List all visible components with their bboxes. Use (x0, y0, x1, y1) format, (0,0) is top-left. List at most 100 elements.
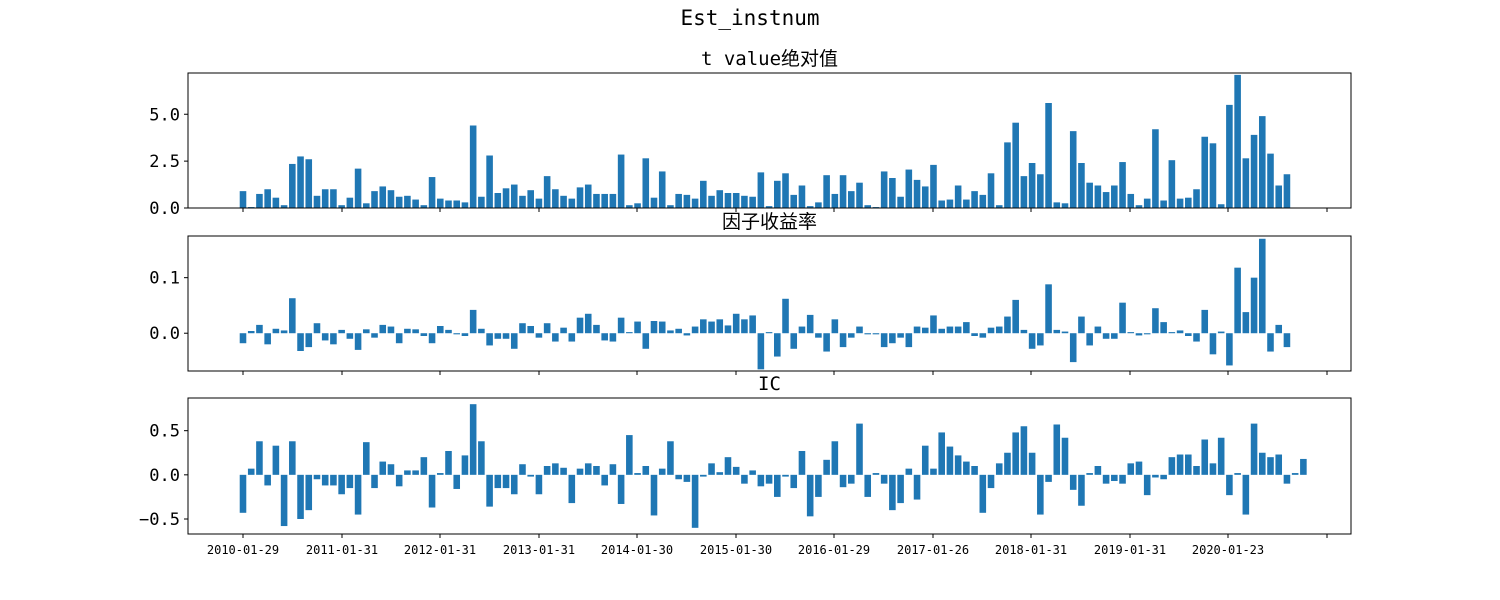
bar (938, 328, 945, 334)
bar (1168, 457, 1176, 475)
bar (741, 319, 748, 334)
bar (609, 193, 617, 208)
bar (264, 474, 271, 486)
bar (782, 173, 789, 208)
bar (1119, 302, 1126, 334)
bar (568, 333, 576, 342)
bar (1291, 473, 1299, 475)
bar (1250, 277, 1258, 334)
bar (346, 197, 354, 208)
bar (913, 474, 921, 500)
bar (239, 191, 247, 209)
bar (1028, 452, 1036, 475)
bar (987, 327, 995, 334)
bar (749, 315, 756, 334)
bar (798, 450, 806, 475)
bar (774, 180, 781, 208)
bar (1267, 333, 1274, 352)
bar (675, 328, 682, 334)
subplot-title: t value绝对值 (701, 48, 838, 70)
bar (847, 191, 855, 209)
bar (297, 156, 304, 208)
bar (626, 435, 633, 475)
bar (1045, 474, 1052, 482)
bar (552, 333, 559, 342)
bar (749, 470, 756, 475)
bar (1020, 176, 1028, 209)
bar (1300, 458, 1307, 475)
bar (445, 450, 452, 475)
bar (1234, 267, 1241, 334)
bar (584, 463, 592, 475)
bar (1185, 333, 1192, 336)
bar (280, 330, 288, 334)
bar (823, 175, 830, 208)
bar (1135, 333, 1143, 336)
bar (280, 205, 288, 208)
bar (930, 315, 937, 334)
bar (453, 200, 461, 208)
bar (1209, 333, 1217, 355)
bar (1061, 331, 1069, 334)
bar (1152, 308, 1159, 334)
bar (330, 474, 337, 486)
bar (264, 189, 271, 208)
bar (691, 198, 699, 209)
bar (305, 474, 313, 511)
bar (847, 333, 855, 338)
bar (371, 333, 378, 338)
bar (1176, 330, 1184, 334)
bar (436, 198, 444, 209)
bar (527, 326, 534, 334)
bar (1045, 103, 1052, 208)
bar (1102, 333, 1110, 339)
bar (543, 323, 551, 334)
bar (823, 459, 830, 475)
x-tick-label: 2012-01-31 (404, 543, 476, 557)
x-tick-label: 2018-01-31 (995, 543, 1067, 557)
bar (461, 333, 469, 336)
bar (716, 472, 724, 475)
bar (1242, 312, 1250, 334)
x-tick-label: 2013-01-31 (503, 543, 575, 557)
bar (1078, 163, 1085, 208)
bar (806, 206, 814, 209)
bar (363, 203, 370, 208)
bar (995, 326, 1003, 334)
bar (601, 474, 608, 486)
bar (774, 474, 781, 497)
bar (313, 195, 321, 208)
bar (1004, 316, 1011, 334)
bar (239, 333, 247, 344)
bar (683, 333, 691, 336)
bar (1217, 331, 1225, 334)
bar (971, 333, 978, 336)
bar (823, 333, 830, 352)
x-tick-label: 2015-01-30 (700, 543, 772, 557)
bar (790, 333, 798, 349)
bar (535, 333, 543, 338)
bar (971, 191, 978, 209)
bar (806, 314, 814, 334)
bar (1275, 185, 1283, 208)
bar (363, 442, 370, 475)
bar (478, 328, 485, 334)
bar (1094, 466, 1102, 475)
bar (987, 474, 995, 489)
bar (469, 404, 477, 475)
x-tick-label: 2014-01-30 (601, 543, 673, 557)
bar (593, 324, 600, 334)
bar (889, 333, 896, 344)
bar (634, 203, 641, 208)
bar (617, 474, 625, 504)
bar (272, 328, 280, 334)
bar (724, 457, 732, 475)
bar (1053, 202, 1061, 209)
bar (1037, 333, 1044, 346)
bar (979, 194, 987, 209)
bar (1111, 333, 1118, 339)
bar (880, 333, 888, 348)
bar (560, 327, 567, 334)
bar (519, 195, 526, 208)
